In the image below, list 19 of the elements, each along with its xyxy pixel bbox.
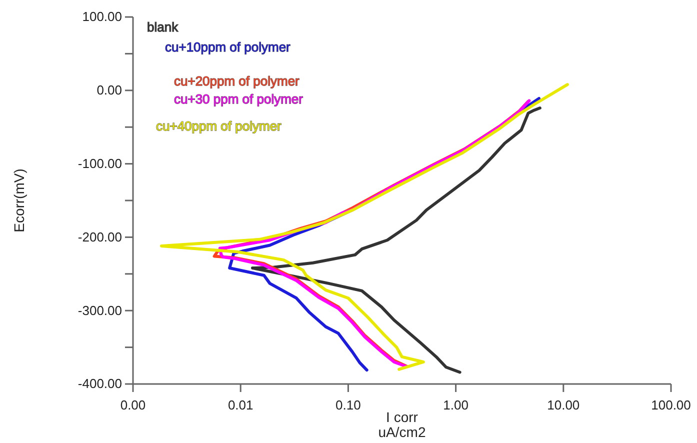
y-tick-label: 100.00 [82, 9, 122, 24]
y-tick-label: -300.00 [78, 302, 122, 318]
text: cu+30 ppm of polymer [174, 92, 304, 107]
y-axis-title: Ecorr(mV) [11, 168, 27, 232]
text: cu+40ppm of polymer [156, 118, 282, 134]
y-tick-label: 0.00 [96, 82, 122, 98]
text: cu+10ppm of polymer [165, 40, 292, 55]
x-tick-label: 0.10 [336, 397, 361, 412]
x-tick-label: 0.01 [228, 397, 254, 412]
x-tick-label: 0.00 [120, 397, 146, 412]
y-tick-label: -100.00 [78, 156, 122, 171]
x-tick-label: 10.00 [547, 397, 580, 412]
x-tick-label: 1.00 [443, 397, 468, 412]
x-tick-label: 100.00 [651, 397, 691, 412]
y-tick-label: -400.00 [78, 376, 122, 392]
x-axis-title: I corr uA/cm2 [378, 409, 426, 440]
text: cu+20ppm of polymer [174, 74, 300, 89]
text: blank [147, 20, 179, 35]
y-tick-label: -200.00 [78, 229, 122, 244]
